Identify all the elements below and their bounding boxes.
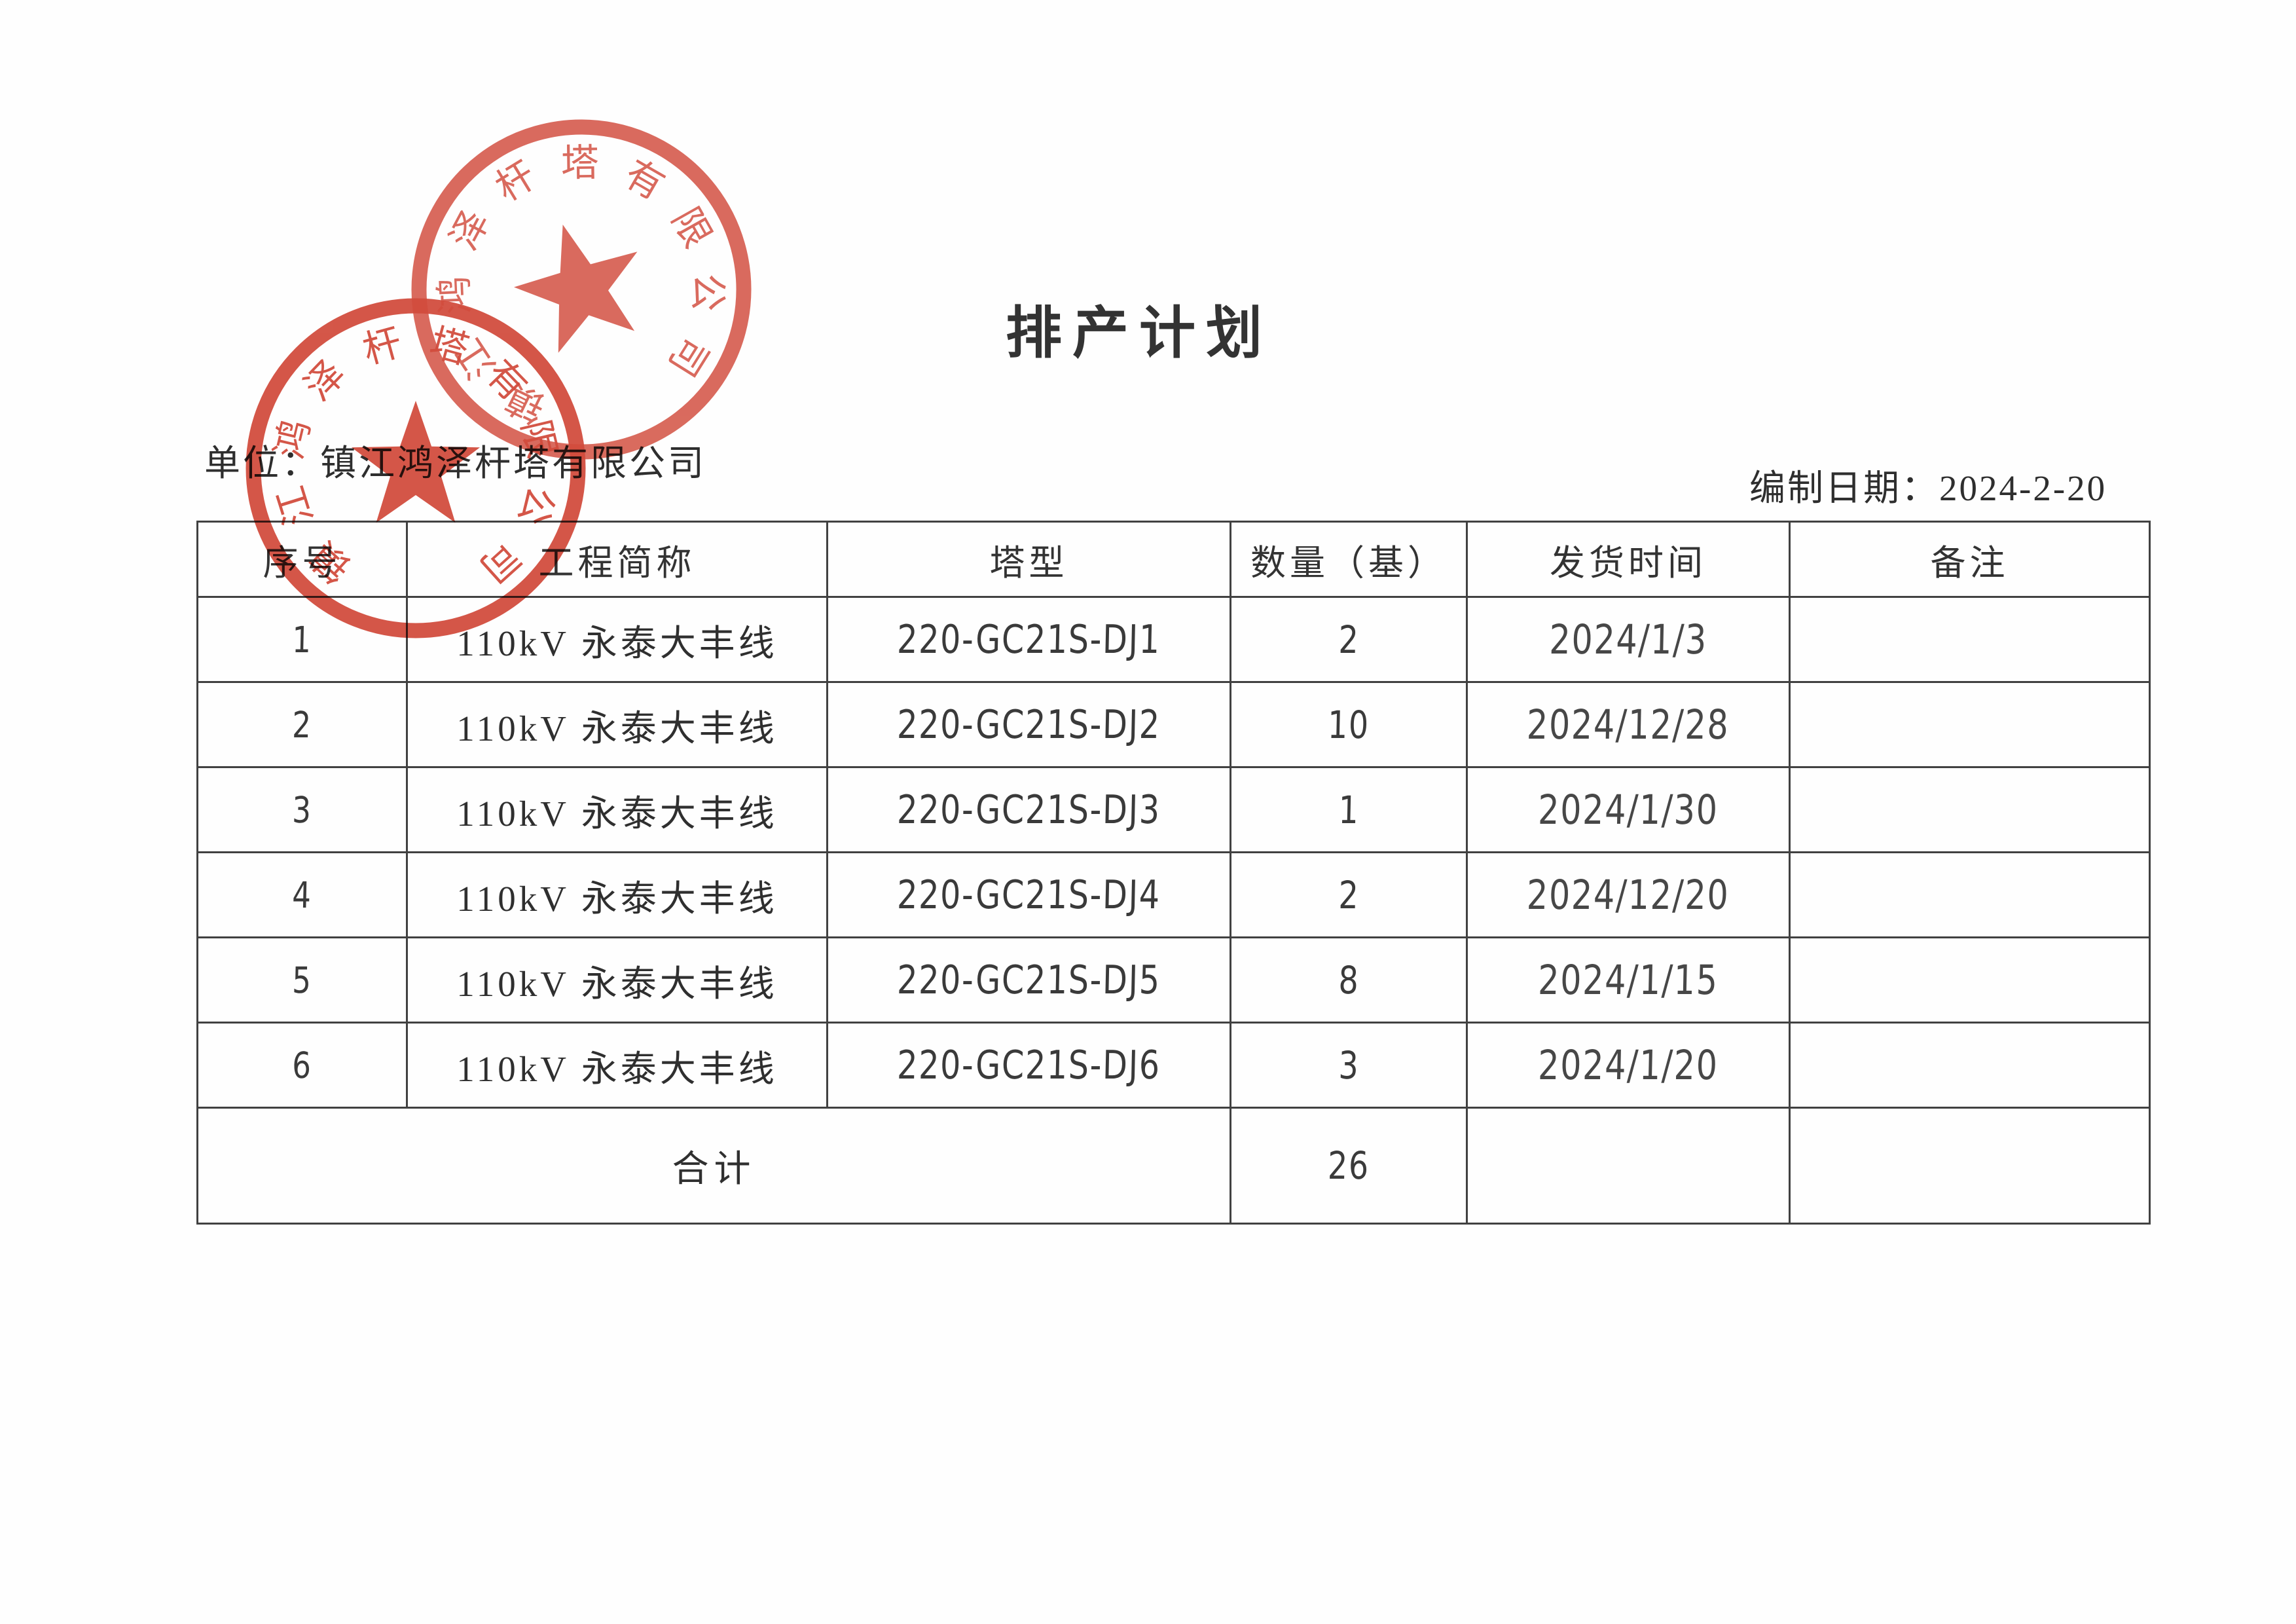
stamp-star-icon xyxy=(514,224,638,353)
cell-project: 110kV 永泰大丰线 xyxy=(406,936,828,1024)
svg-text:有: 有 xyxy=(617,152,672,208)
svg-text:司: 司 xyxy=(661,329,717,384)
svg-text:塔: 塔 xyxy=(560,141,599,185)
table-row: 3 110kV 永泰大丰线 220-GC21S-DJ3 1 2024/1/30 xyxy=(196,766,2151,853)
total-ship-cell xyxy=(1466,1107,1791,1225)
svg-text:杆: 杆 xyxy=(358,321,406,372)
date-line: 编制日期：2024-2-20 xyxy=(1749,458,2107,511)
unit-line: 单位：镇江鸿泽杆塔有限公司 xyxy=(204,434,706,486)
cell-no: 5 xyxy=(196,936,408,1024)
cell-quantity: 2 xyxy=(1230,596,1468,683)
cell-remarks xyxy=(1789,1022,2151,1109)
cell-project: 110kV 永泰大丰线 xyxy=(406,851,828,938)
cell-no: 1 xyxy=(196,596,408,683)
cell-tower-type: 220-GC21S-DJ2 xyxy=(826,681,1231,768)
svg-text:泽: 泽 xyxy=(297,352,354,409)
date-value: 2024-2-20 xyxy=(1939,468,2107,508)
cell-remarks xyxy=(1789,681,2151,768)
cell-ship-date: 2024/1/15 xyxy=(1466,936,1791,1024)
cell-ship-date: 2024/1/3 xyxy=(1466,596,1791,683)
unit-value: 镇江鸿泽杆塔有限公司 xyxy=(320,443,707,483)
cell-no: 4 xyxy=(196,851,408,938)
cell-remarks xyxy=(1789,851,2151,938)
company-stamp-ghost-impression: 镇江鸿泽杆塔有限公司 xyxy=(411,119,752,460)
svg-text:江: 江 xyxy=(448,331,504,386)
production-schedule-table: 序号 工程简称 塔型 数量（基） 发货时间 备注 1 110kV 永泰大丰线 2… xyxy=(196,521,2151,1225)
svg-text:杆: 杆 xyxy=(488,153,543,210)
total-remarks-cell xyxy=(1789,1107,2151,1225)
header-no: 序号 xyxy=(196,521,408,598)
table-row: 5 110kV 永泰大丰线 220-GC21S-DJ5 8 2024/1/15 xyxy=(196,936,2151,1024)
cell-ship-date: 2024/12/20 xyxy=(1466,851,1791,938)
table-row: 4 110kV 永泰大丰线 220-GC21S-DJ4 2 2024/12/20 xyxy=(196,851,2151,938)
header-tower-type: 塔型 xyxy=(826,521,1231,598)
cell-no: 6 xyxy=(196,1022,408,1109)
svg-text:限: 限 xyxy=(664,200,720,254)
cell-project: 110kV 永泰大丰线 xyxy=(406,1022,828,1109)
date-label: 编制日期： xyxy=(1749,468,1940,508)
cell-tower-type: 220-GC21S-DJ4 xyxy=(826,851,1231,938)
unit-label: 单位： xyxy=(204,443,321,483)
cell-quantity: 3 xyxy=(1230,1022,1468,1109)
svg-text:公: 公 xyxy=(686,273,729,312)
table-row: 2 110kV 永泰大丰线 220-GC21S-DJ2 10 2024/12/2… xyxy=(196,681,2151,768)
cell-no: 2 xyxy=(196,681,408,768)
cell-ship-date: 2024/12/28 xyxy=(1466,681,1791,768)
cell-tower-type: 220-GC21S-DJ5 xyxy=(826,936,1231,1024)
cell-project: 110kV 永泰大丰线 xyxy=(406,681,828,768)
cell-project: 110kV 永泰大丰线 xyxy=(406,766,828,853)
table-total-row: 合计 26 xyxy=(196,1107,2151,1225)
total-label-cell: 合计 xyxy=(196,1107,1231,1225)
cell-remarks xyxy=(1789,596,2151,683)
cell-tower-type: 220-GC21S-DJ1 xyxy=(826,596,1231,683)
table-row: 6 110kV 永泰大丰线 220-GC21S-DJ6 3 2024/1/20 xyxy=(196,1022,2151,1109)
cell-quantity: 8 xyxy=(1230,936,1468,1024)
table-header-row: 序号 工程简称 塔型 数量（基） 发货时间 备注 xyxy=(196,521,2151,598)
cell-quantity: 1 xyxy=(1230,766,1468,853)
page-title: 排产计划 xyxy=(1006,302,1273,365)
cell-ship-date: 2024/1/30 xyxy=(1466,766,1791,853)
header-ship-date: 发货时间 xyxy=(1466,521,1791,598)
svg-text:塔: 塔 xyxy=(425,321,473,372)
cell-tower-type: 220-GC21S-DJ6 xyxy=(826,1022,1231,1109)
table-row: 1 110kV 永泰大丰线 220-GC21S-DJ1 2 2024/1/3 xyxy=(196,596,2151,683)
svg-text:泽: 泽 xyxy=(442,204,498,257)
cell-remarks xyxy=(1789,936,2151,1024)
svg-text:镇: 镇 xyxy=(500,376,553,431)
cell-project: 110kV 永泰大丰线 xyxy=(406,596,828,683)
header-quantity: 数量（基） xyxy=(1230,521,1468,598)
header-remarks: 备注 xyxy=(1789,521,2151,598)
cell-tower-type: 220-GC21S-DJ3 xyxy=(826,766,1231,853)
svg-text:鸿: 鸿 xyxy=(433,275,477,315)
cell-remarks xyxy=(1789,766,2151,853)
svg-text:有: 有 xyxy=(478,352,535,409)
cell-quantity: 2 xyxy=(1230,851,1468,938)
cell-ship-date: 2024/1/20 xyxy=(1466,1022,1791,1109)
cell-no: 3 xyxy=(196,766,408,853)
header-project: 工程简称 xyxy=(406,521,828,598)
total-quantity-cell: 26 xyxy=(1230,1107,1468,1225)
cell-quantity: 10 xyxy=(1230,681,1468,768)
